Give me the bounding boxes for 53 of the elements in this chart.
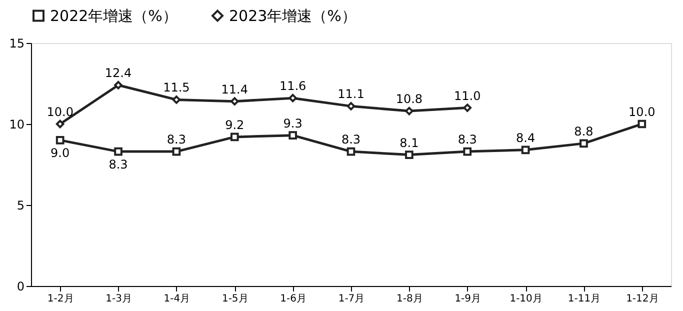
data-label: 10.0 <box>46 105 74 119</box>
x-tick-label: 1-10月 <box>510 294 542 304</box>
x-tick-label: 1-12月 <box>626 294 659 304</box>
data-label: 11.5 <box>163 80 190 95</box>
y-tick-label: 5 <box>16 198 24 212</box>
point <box>114 80 122 90</box>
x-tick-label: 1-6月 <box>280 294 306 304</box>
point <box>521 146 530 154</box>
data-label: 12.4 <box>104 66 132 80</box>
data-label: 11.4 <box>221 82 248 96</box>
data-label: 10.8 <box>396 92 423 106</box>
data-label: 9.3 <box>283 116 302 130</box>
point <box>230 132 239 142</box>
data-label: 9.0 <box>50 146 70 160</box>
data-label: 10.0 <box>628 105 656 119</box>
point <box>346 147 356 156</box>
point <box>463 147 472 156</box>
data-label: 8.4 <box>516 130 536 145</box>
data-label: 8.1 <box>400 136 419 150</box>
point <box>463 104 472 112</box>
legend-label: 2022年增速（%） <box>50 6 178 25</box>
x-tick-label: 1-5月 <box>222 294 248 304</box>
data-label: 11.1 <box>338 87 364 102</box>
point <box>114 147 122 156</box>
data-label: 9.2 <box>225 118 244 132</box>
point <box>288 131 297 140</box>
x-tick-label: 1-4月 <box>164 294 190 304</box>
data-label: 8.3 <box>341 132 361 147</box>
point <box>580 139 588 148</box>
point <box>405 150 414 159</box>
point <box>172 96 181 104</box>
y-tick-label: 10 <box>9 118 24 132</box>
point <box>172 147 181 156</box>
x-tick-label: 1-8月 <box>396 294 423 304</box>
data-label: 8.3 <box>166 132 186 147</box>
x-tick-label: 1-9月 <box>454 294 482 304</box>
y-tick-label: 15 <box>9 36 24 50</box>
y-tick-label: 0 <box>16 280 24 294</box>
x-tick-label: 1-11月 <box>568 294 601 304</box>
legend-label: 2023年增速（%） <box>229 6 356 25</box>
data-label: 8.3 <box>108 158 128 172</box>
x-tick-label: 1-3月 <box>106 294 132 304</box>
point <box>638 120 646 128</box>
data-label: 8.3 <box>458 132 477 147</box>
data-label: 11.6 <box>279 79 306 94</box>
point <box>405 106 414 116</box>
x-tick-label: 1-2月 <box>47 294 74 304</box>
x-tick-label: 1-7月 <box>338 294 365 304</box>
point <box>346 102 356 110</box>
data-label: 8.8 <box>574 124 594 138</box>
data-label: 11.0 <box>454 88 481 103</box>
point <box>56 136 64 144</box>
point <box>56 120 64 128</box>
